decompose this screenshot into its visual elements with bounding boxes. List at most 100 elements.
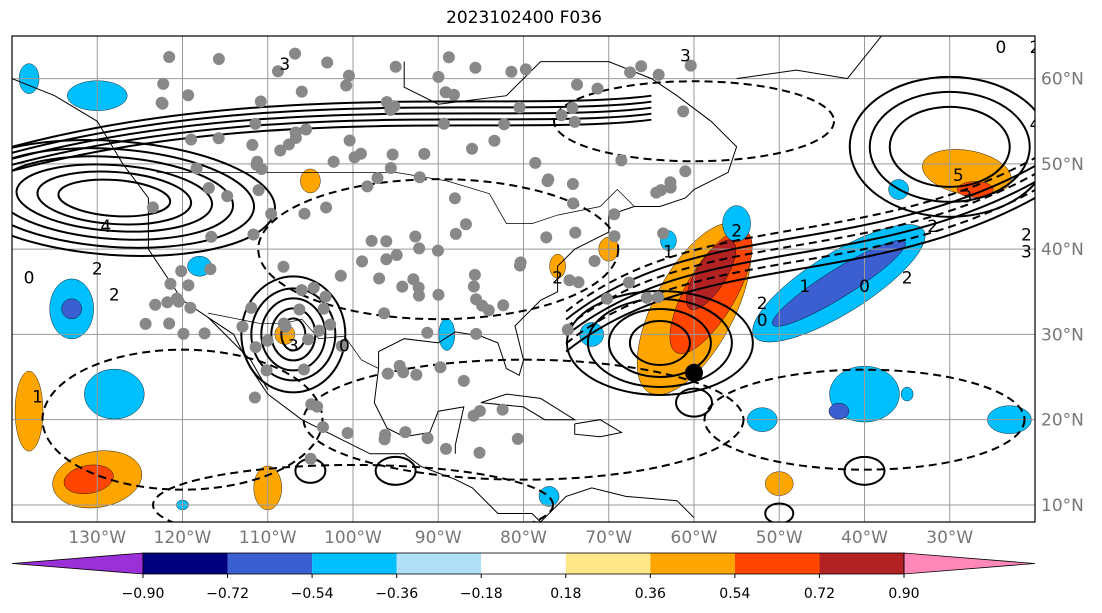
mexico-low-contour — [260, 297, 327, 372]
station-dot — [608, 230, 621, 243]
colorbar-segment — [396, 553, 482, 574]
colorbar — [11, 552, 1036, 575]
station-dot — [434, 361, 447, 374]
contour-label: 1 — [799, 277, 810, 297]
colorbar-segment — [819, 553, 904, 574]
northern-jet-contour — [12, 118, 652, 172]
station-dot — [164, 277, 177, 290]
station-dot — [313, 324, 326, 337]
station-dot — [146, 201, 159, 214]
map-border — [11, 35, 1036, 523]
station-dot — [139, 317, 152, 330]
station-dot — [321, 56, 334, 69]
pacific-low-contour — [12, 147, 256, 249]
contour-label: 2 — [902, 268, 913, 288]
pacific-low-contour — [15, 163, 214, 233]
station-dot — [473, 404, 486, 417]
station-dot — [340, 79, 353, 92]
station-dot — [519, 63, 532, 76]
station-dot — [399, 426, 412, 439]
northern-jet-contour — [12, 106, 652, 160]
lon-tick-label: 30°W — [926, 528, 973, 548]
station-dot — [640, 291, 653, 304]
jet-contour — [565, 181, 1035, 337]
dashed-contour — [257, 178, 620, 321]
station-dot — [334, 269, 347, 282]
contour-label: 2 — [731, 221, 742, 241]
station-dot — [300, 123, 313, 136]
jet-contour — [565, 197, 1035, 353]
station-dot — [608, 208, 621, 221]
station-dot — [664, 176, 677, 189]
station-dot — [371, 172, 384, 185]
station-dot — [212, 132, 225, 145]
contour-label: 1 — [663, 243, 674, 263]
contour-label: 3 — [288, 336, 299, 356]
station-dot — [407, 273, 420, 286]
station-dot — [298, 207, 311, 220]
shading-blob — [63, 464, 114, 495]
lon-tick-label: 60°W — [671, 528, 718, 548]
contour-label: 3 — [279, 55, 290, 75]
colorbar-tick-label: 0.72 — [804, 586, 835, 602]
station-dot — [155, 96, 168, 109]
station-dot — [327, 155, 340, 168]
shading-blob — [61, 298, 82, 320]
lon-tick-label: 80°W — [500, 528, 547, 548]
station-dot — [163, 50, 176, 63]
station-dot — [679, 165, 692, 178]
station-dot — [236, 320, 249, 333]
station-dot — [245, 301, 258, 314]
station-dot — [316, 421, 329, 434]
station-dot — [249, 341, 262, 354]
lon-tick-label: 130°W — [68, 528, 126, 548]
shading-blob — [538, 486, 560, 507]
station-dot — [342, 69, 355, 82]
colorbar-tick-label: −0.90 — [122, 586, 165, 602]
jet-contour — [565, 173, 1035, 329]
dashed-contour — [302, 358, 745, 481]
storm-contour — [628, 319, 691, 366]
station-dot — [566, 101, 579, 114]
station-dots — [139, 47, 703, 465]
dashed-contour — [41, 348, 324, 491]
mexico-low-contour — [250, 287, 337, 382]
station-dot — [221, 190, 234, 203]
station-dot — [498, 118, 511, 131]
contour-label: 1 — [32, 388, 43, 408]
contour-label: 3 — [1038, 277, 1049, 297]
contour-label: 3 — [961, 187, 972, 207]
station-dot — [467, 280, 480, 293]
station-dot — [447, 88, 460, 101]
station-dot — [572, 276, 585, 289]
west-coastline — [12, 78, 541, 522]
station-dot — [410, 368, 423, 381]
station-dot — [255, 163, 268, 176]
lat-tick-label: 50°N — [1041, 155, 1084, 175]
station-dot — [568, 115, 581, 128]
station-dot — [561, 323, 574, 336]
jet-contour — [565, 189, 1035, 345]
colorbar-outline — [142, 552, 905, 575]
contour-label: 2 — [1030, 38, 1041, 58]
station-dot — [212, 53, 225, 66]
lat-tick-label: 60°N — [1041, 70, 1084, 90]
baja-coastline — [207, 317, 269, 391]
colorbar-tick-label: 0.54 — [719, 586, 750, 602]
station-dot — [600, 292, 613, 305]
lon-tick-label: 90°W — [415, 528, 462, 548]
station-dot — [468, 268, 481, 281]
lon-tick-label: 40°W — [841, 528, 888, 548]
station-dot — [341, 427, 354, 440]
station-dot — [254, 95, 267, 108]
station-dot — [511, 432, 524, 445]
station-dot — [177, 327, 190, 340]
contour-label: 0 — [757, 311, 768, 331]
station-dot — [182, 279, 195, 292]
station-dot — [431, 244, 444, 257]
station-dot — [482, 304, 495, 317]
station-dot — [373, 272, 386, 285]
colorbar-labels: −0.90 −0.72 −0.54 −0.36 −0.18 0.18 0.36 0.54 0.7… — [122, 574, 920, 602]
station-dot — [555, 109, 568, 122]
